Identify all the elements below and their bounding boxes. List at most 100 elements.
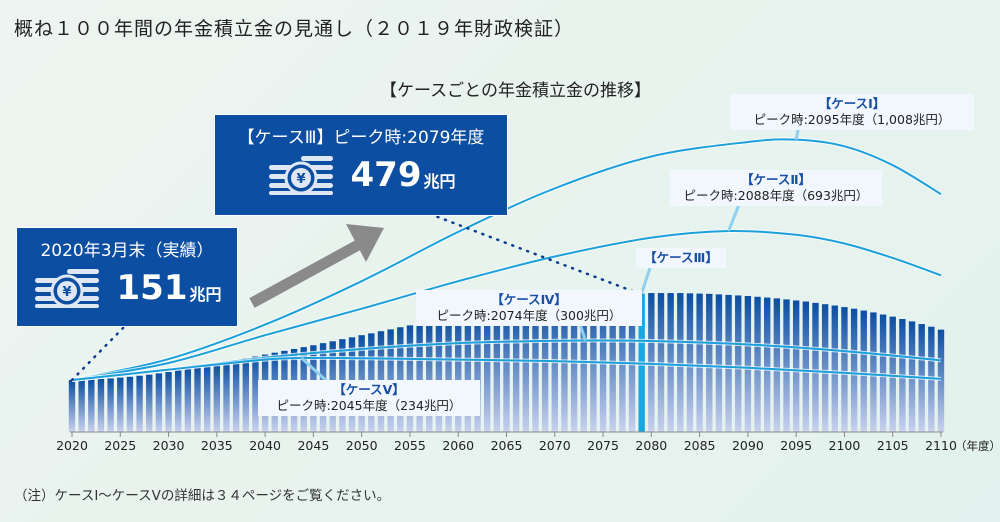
x-tick-label: 2050 [345,438,378,453]
bar-2065 [503,308,510,432]
bar-2097 [812,302,819,432]
callout-pointer-2 [727,201,742,232]
bar-2098 [821,304,829,432]
bar-2095 [792,300,800,432]
x-tick-label: 2070 [538,438,571,453]
callout-case2: 【ケースⅡ】 ピーク時:2088年度（693兆円） [670,170,882,206]
bar-2030 [165,372,172,432]
bar-2028 [146,374,153,432]
bar-2096 [802,301,810,432]
case3-peak-box: 【ケースⅢ】ピーク時:2079年度 ¥ 479 兆円 [214,114,508,216]
x-tick-label: 2110 [925,438,957,453]
callout-case4-text: ピーク時:2074年度（300兆円） [436,308,622,323]
bar-2102 [860,310,867,432]
bar-2100 [841,307,848,432]
x-tick-label: 2100 [828,438,861,453]
bar-2063 [484,311,491,432]
current-leader-dots [70,324,127,382]
bar-2055 [406,325,414,432]
callout-case5: 【ケースⅤ】 ピーク時:2045年度（234兆円） [258,380,480,416]
x-tick-label: 2085 [683,438,716,453]
bar-2086 [706,293,713,432]
x-tick-label: 2075 [587,438,619,453]
case3-peak-unit: 兆円 [423,172,456,191]
bar-2082 [667,293,674,432]
x-axis [70,431,943,437]
bar-2062 [474,312,481,432]
bar-2024 [107,378,114,432]
bar-2020 [68,379,76,432]
callout-pointer-4 [578,323,587,341]
x-tick-label: 2020 [56,438,88,453]
bar-2103 [870,312,877,432]
bar-2036 [223,361,230,432]
bar-2110 [937,329,945,432]
svg-text:¥: ¥ [62,285,71,300]
bar-2033 [194,367,201,432]
x-tick-label: 2055 [394,438,426,453]
bar-2034 [203,365,211,432]
bar-2061 [464,314,472,432]
yen-coins-icon: ¥ [34,269,99,308]
bar-2064 [493,309,501,432]
x-tick-label: 2040 [249,438,282,453]
x-tick-label: 2035 [200,438,233,453]
page-title: 概ね１００年間の年金積立金の見通し（２０１９年財政検証） [14,18,575,40]
series-line-ケースⅠ [71,138,942,381]
bar-2038 [242,358,249,432]
bar-2058 [435,319,443,432]
bar-2090 [744,295,752,432]
bar-2023 [97,378,105,432]
bar-2089 [735,295,742,432]
bar-2026 [126,376,134,432]
x-tick-label: 2060 [442,438,475,453]
bar-2084 [686,293,694,432]
bar-2059 [445,317,452,432]
x-tick-label: 2080 [635,438,668,453]
growth-arrow-head [346,224,384,262]
series-line-ケースⅤ [71,356,942,381]
callout-case4-title: 【ケースⅣ】 [491,292,567,307]
callout-case3-title: 【ケースⅢ】 [644,250,718,265]
current-value-box: 2020年3月末（実績） ¥ 151 兆円 [16,227,238,327]
bar-2031 [175,370,182,432]
bar-2099 [831,305,838,432]
callout-case1-title: 【ケースⅠ】 [818,96,886,111]
bar-2069 [541,302,549,432]
bar-2025 [117,377,124,432]
bar-2071 [561,300,568,432]
bar-2022 [88,379,95,432]
bar-2021 [78,379,85,432]
growth-arrow-shaft [249,239,363,308]
x-tick-label: 2030 [152,438,185,453]
bar-2035 [213,363,221,432]
bar-2067 [522,305,529,432]
callout-pointer-5 [300,356,332,386]
x-tick-label: 2090 [731,438,764,453]
bar-2066 [512,306,520,432]
callout-case2-text: ピーク時:2088年度（693兆円） [683,188,869,203]
x-tick-label: 2105 [876,438,909,453]
callout-case5-title: 【ケースⅤ】 [333,382,405,397]
bar-2027 [136,375,143,432]
series-line-ケースⅡ [71,229,942,381]
bar-2101 [850,308,858,432]
x-tick-label: 2065 [490,438,523,453]
bar-2088 [725,294,732,432]
callout-case2-title: 【ケースⅡ】 [740,172,812,187]
bar-2060 [455,316,462,432]
callout-case1: 【ケースⅠ】 ピーク時:2095年度（1,008兆円） [730,94,974,130]
callout-case1-text: ピーク時:2095年度（1,008兆円） [753,112,951,127]
case3-leader-dots [428,212,639,295]
bar-2073 [580,298,587,432]
callout-case3: 【ケースⅢ】 [636,248,726,268]
bar-2054 [397,327,404,432]
bar-2085 [696,293,703,432]
lines-group [71,137,943,382]
bar-2093 [773,298,781,432]
bar-2039 [252,356,259,432]
bar-2092 [764,297,771,432]
bar-2037 [232,360,240,432]
bar-2056 [416,323,423,432]
bar-2083 [677,293,684,432]
